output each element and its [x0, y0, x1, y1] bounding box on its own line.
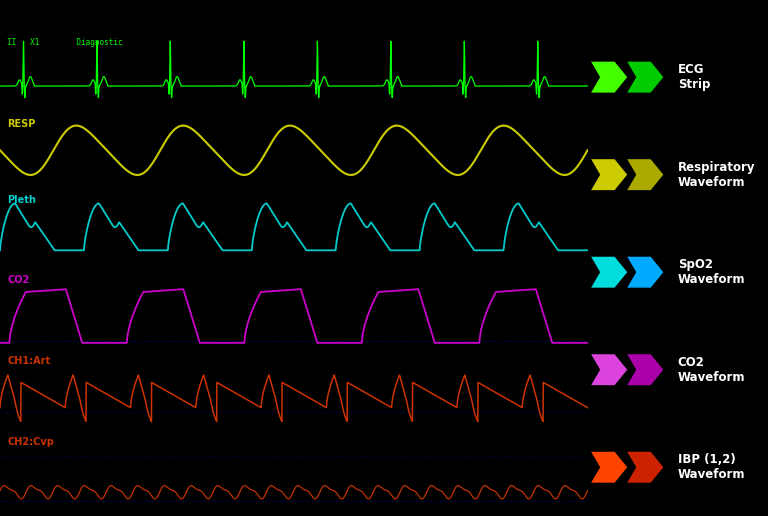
Polygon shape [627, 257, 664, 288]
Text: Pleth: Pleth [7, 195, 36, 205]
Polygon shape [591, 354, 627, 385]
Text: CO2
Waveform: CO2 Waveform [677, 356, 745, 384]
Polygon shape [591, 62, 627, 93]
Polygon shape [627, 159, 664, 190]
Polygon shape [591, 159, 627, 190]
Text: II   X1        Diagnostic: II X1 Diagnostic [7, 38, 123, 47]
Text: CH2:Cvp: CH2:Cvp [7, 437, 54, 447]
Polygon shape [627, 62, 664, 93]
Text: ECG
Strip: ECG Strip [677, 63, 710, 91]
Polygon shape [627, 452, 664, 483]
Text: CO2: CO2 [7, 275, 29, 285]
Text: RESP: RESP [7, 119, 35, 130]
Polygon shape [591, 257, 627, 288]
Text: Respiratory
Waveform: Respiratory Waveform [677, 160, 755, 189]
Text: IBP (1,2)
Waveform: IBP (1,2) Waveform [677, 453, 745, 481]
Polygon shape [591, 452, 627, 483]
Polygon shape [627, 354, 664, 385]
Text: SpO2
Waveform: SpO2 Waveform [677, 258, 745, 286]
Text: CH1:Art: CH1:Art [7, 356, 50, 366]
